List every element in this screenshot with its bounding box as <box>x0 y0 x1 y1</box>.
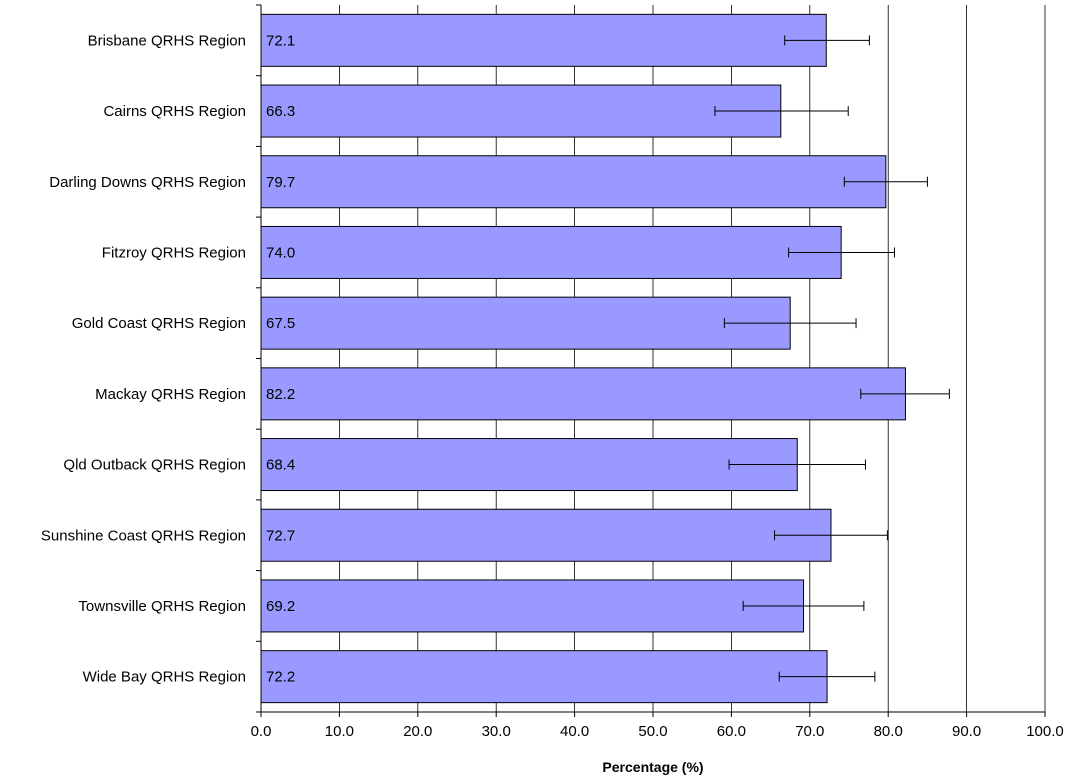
data-label: 74.0 <box>266 244 295 261</box>
data-label: 72.1 <box>266 32 295 49</box>
data-label: 82.2 <box>266 386 295 403</box>
category-label: Fitzroy QRHS Region <box>102 244 246 261</box>
x-tick-label: 100.0 <box>1026 723 1064 740</box>
category-label: Sunshine Coast QRHS Region <box>41 527 246 544</box>
x-tick-label: 90.0 <box>952 723 981 740</box>
bar <box>260 296 791 350</box>
axes <box>256 4 1046 717</box>
x-tick-label: 50.0 <box>638 723 667 740</box>
category-label: Brisbane QRHS Region <box>88 32 246 49</box>
data-label: 67.5 <box>266 315 295 332</box>
labels: 72.1 Brisbane QRHS Region 66.3 Cairns QRHS … <box>41 32 1064 740</box>
x-tick-label: 70.0 <box>795 723 824 740</box>
data-label: 79.7 <box>266 174 295 191</box>
bar <box>260 367 906 421</box>
x-axis-title: Percentage (%) <box>602 759 703 775</box>
x-tick-label: 10.0 <box>325 723 354 740</box>
data-label: 72.7 <box>266 527 295 544</box>
category-label: Qld Outback QRHS Region <box>63 457 246 474</box>
bar <box>260 84 782 138</box>
bars <box>260 13 906 704</box>
bar <box>260 155 887 209</box>
x-tick-label: 80.0 <box>874 723 903 740</box>
category-label: Gold Coast QRHS Region <box>72 315 246 332</box>
x-tick-label: 20.0 <box>403 723 432 740</box>
bar <box>260 650 828 704</box>
x-tick-label: 30.0 <box>482 723 511 740</box>
bar <box>260 438 798 492</box>
x-tick-label: 0.0 <box>251 723 272 740</box>
bar <box>260 13 827 67</box>
data-label: 72.2 <box>266 669 295 686</box>
x-tick-label: 60.0 <box>717 723 746 740</box>
category-label: Cairns QRHS Region <box>103 103 246 120</box>
error-bars <box>714 35 950 682</box>
category-label: Wide Bay QRHS Region <box>83 669 246 686</box>
data-label: 66.3 <box>266 103 295 120</box>
bar <box>260 225 842 279</box>
bar <box>260 508 832 562</box>
category-label: Mackay QRHS Region <box>95 386 246 403</box>
category-label: Darling Downs QRHS Region <box>49 174 246 191</box>
x-tick-label: 40.0 <box>560 723 589 740</box>
bar <box>260 579 805 633</box>
category-label: Townsville QRHS Region <box>78 598 246 615</box>
data-label: 68.4 <box>266 457 295 474</box>
data-label: 69.2 <box>266 598 295 615</box>
